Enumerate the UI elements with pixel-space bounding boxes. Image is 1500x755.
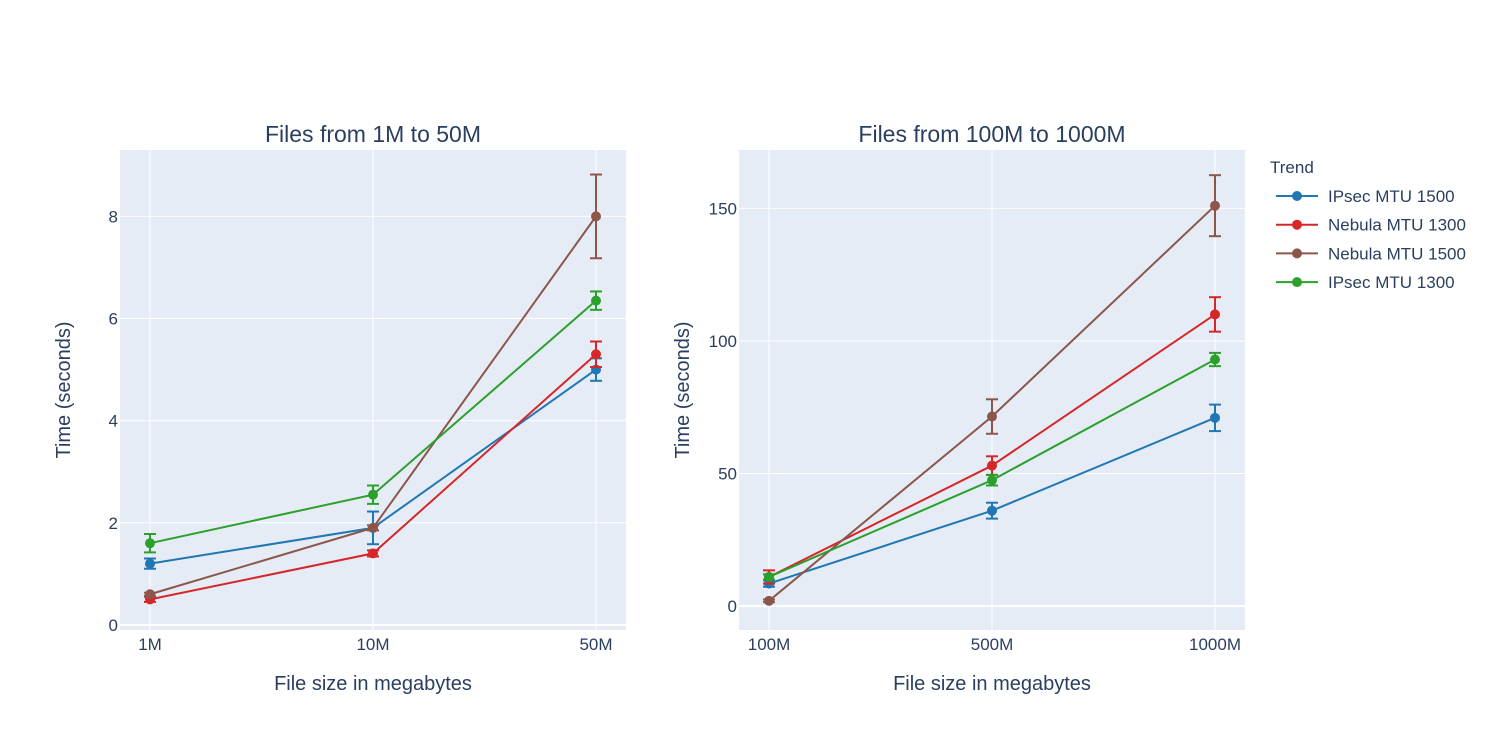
series-nebula-mtu-1500 bbox=[144, 173, 602, 600]
x-tick-label: 10M bbox=[356, 635, 389, 654]
y-axis-label: Time (seconds) bbox=[53, 321, 75, 458]
legend-item[interactable]: Nebula MTU 1500 bbox=[1276, 244, 1466, 263]
legend[interactable]: Trend IPsec MTU 1500 Nebula MTU 1300 Nebul… bbox=[1270, 158, 1466, 292]
legend-label: Nebula MTU 1500 bbox=[1328, 244, 1466, 263]
y-axis-label: Time (seconds) bbox=[672, 321, 694, 458]
data-point bbox=[1210, 309, 1220, 320]
legend-dot-marker bbox=[1292, 191, 1302, 201]
legend-label: Nebula MTU 1300 bbox=[1328, 216, 1466, 235]
series-ipsec-mtu-1300 bbox=[144, 290, 602, 554]
y-tick-label: 0 bbox=[109, 616, 118, 635]
legend-item[interactable]: IPsec MTU 1300 bbox=[1276, 273, 1455, 292]
legend-item[interactable]: IPsec MTU 1500 bbox=[1276, 187, 1455, 206]
x-tick-label: 1000M bbox=[1189, 635, 1241, 654]
data-point bbox=[987, 505, 997, 516]
data-point bbox=[764, 595, 774, 606]
data-point bbox=[591, 349, 601, 360]
data-point bbox=[368, 489, 378, 500]
data-point bbox=[145, 589, 155, 600]
y-tick-label: 4 bbox=[109, 412, 118, 431]
y-tick-label: 2 bbox=[109, 514, 118, 533]
subplot-large-files: 0 50 100 150 100M 500M 1000M Files from 100M to… bbox=[672, 121, 1245, 695]
legend-dot-marker bbox=[1292, 277, 1302, 288]
legend-title: Trend bbox=[1270, 158, 1314, 177]
legend-dot-marker bbox=[1292, 248, 1302, 259]
y-tick-label: 50 bbox=[718, 465, 737, 484]
subplot-title: Files from 1M to 50M bbox=[265, 121, 481, 147]
x-tick-label: 500M bbox=[971, 635, 1014, 654]
legend-dot-marker bbox=[1292, 219, 1302, 230]
subplot-title: Files from 100M to 1000M bbox=[858, 121, 1125, 147]
legend-label: IPsec MTU 1300 bbox=[1328, 273, 1455, 292]
data-point bbox=[1210, 200, 1220, 211]
series-nebula-mtu-1500 bbox=[763, 174, 1221, 606]
x-tick-label: 1M bbox=[138, 635, 162, 654]
data-point bbox=[591, 211, 601, 222]
legend-items: IPsec MTU 1500 Nebula MTU 1300 Nebula MTU … bbox=[1276, 187, 1466, 292]
data-point bbox=[987, 460, 997, 471]
data-point bbox=[145, 538, 155, 549]
x-axis-label: File size in megabytes bbox=[893, 673, 1091, 695]
y-tick-label: 0 bbox=[728, 597, 737, 616]
data-point bbox=[145, 558, 155, 569]
data-point bbox=[368, 522, 378, 533]
subplot-small-files: 0 2 4 6 8 1M 10M 50M Files from 1M to 50M File si… bbox=[53, 121, 626, 695]
data-point bbox=[1210, 354, 1220, 365]
series-ipsec-mtu-1300 bbox=[763, 351, 1221, 582]
x-tick-label: 50M bbox=[579, 635, 612, 654]
x-axis-label: File size in megabytes bbox=[274, 673, 472, 695]
y-tick-label: 6 bbox=[109, 310, 118, 329]
data-point bbox=[764, 571, 774, 582]
y-tick-label: 8 bbox=[109, 207, 118, 226]
x-tick-label: 100M bbox=[748, 635, 791, 654]
data-point bbox=[591, 295, 601, 306]
data-point bbox=[368, 548, 378, 559]
y-tick-label: 150 bbox=[709, 199, 737, 218]
data-point bbox=[1210, 412, 1220, 423]
legend-item[interactable]: Nebula MTU 1300 bbox=[1276, 216, 1466, 235]
legend-label: IPsec MTU 1500 bbox=[1328, 187, 1455, 206]
data-point bbox=[987, 475, 997, 486]
y-tick-label: 100 bbox=[709, 332, 737, 351]
data-point bbox=[987, 411, 997, 422]
